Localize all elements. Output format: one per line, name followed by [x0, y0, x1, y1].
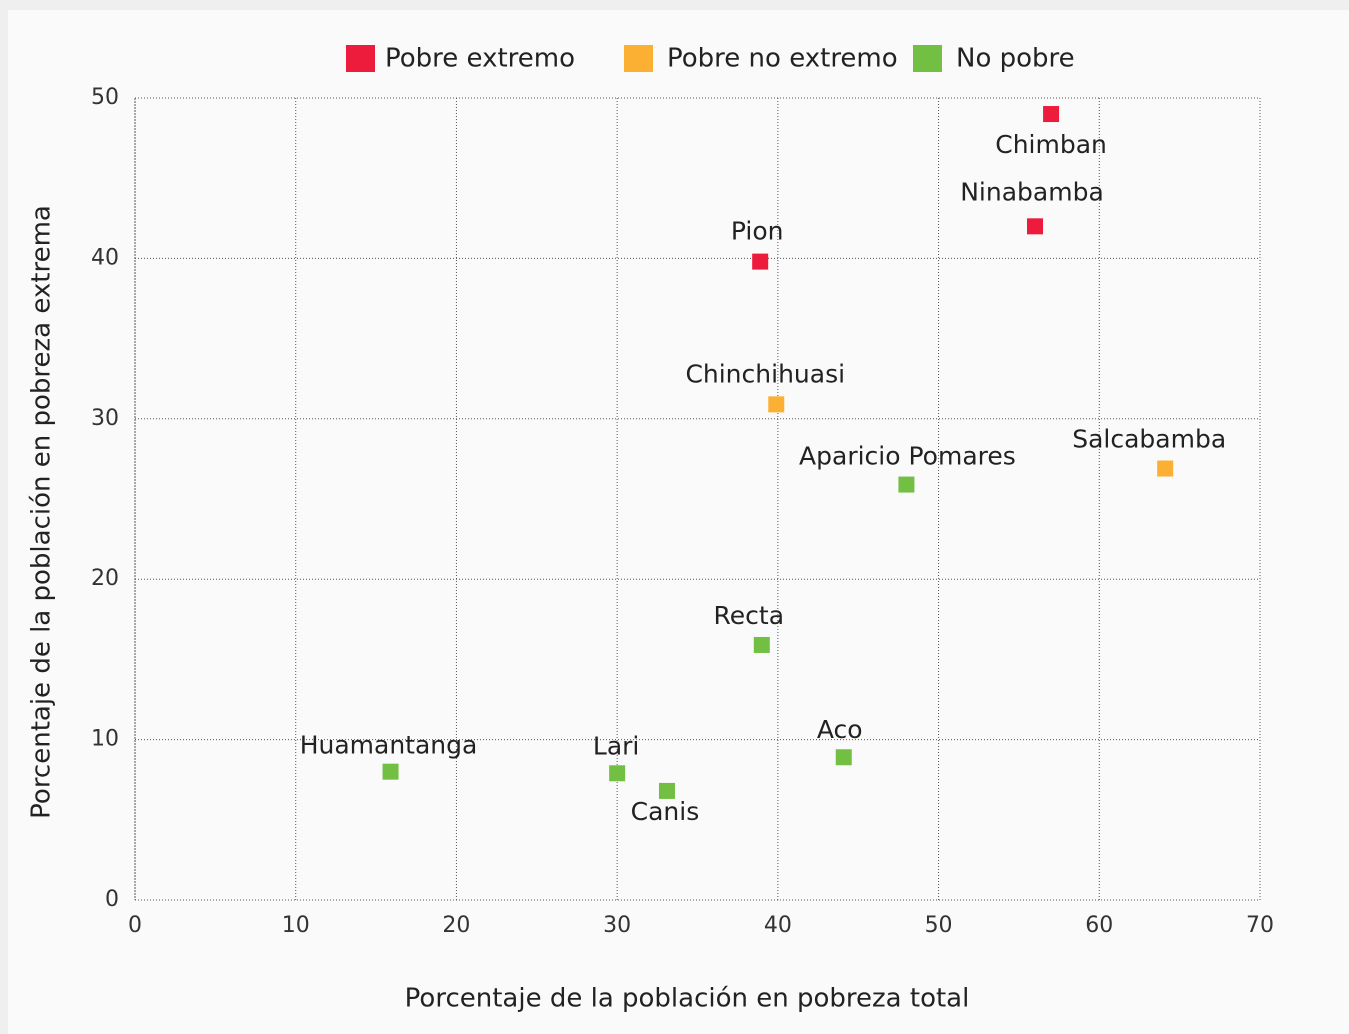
legend-swatch: [624, 45, 653, 72]
y-tick-label: 20: [91, 566, 119, 591]
point: [835, 749, 852, 766]
legend-label: No pobre: [956, 44, 1075, 74]
point: [768, 396, 785, 413]
point: [658, 782, 675, 799]
point-label: Chinchihuasi: [685, 359, 845, 388]
point: [1157, 460, 1174, 477]
point: [382, 763, 399, 780]
point-label: Recta: [714, 601, 785, 630]
x-tick-label: 10: [282, 913, 310, 938]
point: [752, 253, 769, 270]
y-tick-label: 30: [91, 406, 119, 431]
x-tick-label: 50: [925, 913, 953, 938]
legend-label: Pobre extremo: [385, 44, 575, 74]
x-tick-label: 40: [764, 913, 792, 938]
legend-swatch: [913, 45, 942, 72]
point-label: Huamantanga: [300, 731, 478, 760]
point-label: Salcabamba: [1072, 425, 1226, 454]
x-tick-label: 60: [1085, 913, 1113, 938]
point-label: Aco: [817, 715, 863, 744]
plot-frame: [134, 97, 1261, 901]
legend-swatch: [346, 45, 375, 72]
x-tick-label: 70: [1246, 913, 1274, 938]
legend-label: Pobre no extremo: [667, 44, 898, 74]
point: [898, 476, 915, 493]
point-label: Aparicio Pomares: [799, 442, 1016, 471]
point-label: Ninabamba: [960, 177, 1104, 206]
chart-background: [8, 10, 1349, 1034]
y-tick-label: 50: [91, 85, 119, 110]
x-tick-label: 30: [603, 913, 631, 938]
point: [1027, 218, 1043, 235]
y-axis-title: Porcentaje de la población en pobreza ex…: [27, 205, 57, 819]
point-label: Chimban: [995, 130, 1107, 159]
point: [609, 765, 626, 782]
y-tick-label: 40: [91, 245, 119, 270]
point: [1043, 106, 1060, 123]
y-tick-label: 0: [105, 887, 119, 912]
point: [753, 636, 770, 653]
x-axis-title: Porcentaje de la población en pobreza to…: [405, 984, 970, 1014]
point-label: Canis: [631, 797, 700, 826]
x-tick-label: 20: [442, 913, 470, 938]
point-label: Lari: [593, 731, 639, 760]
x-tick-label: 0: [128, 913, 142, 938]
point-label: Pion: [731, 217, 784, 246]
y-tick-label: 10: [91, 727, 119, 752]
